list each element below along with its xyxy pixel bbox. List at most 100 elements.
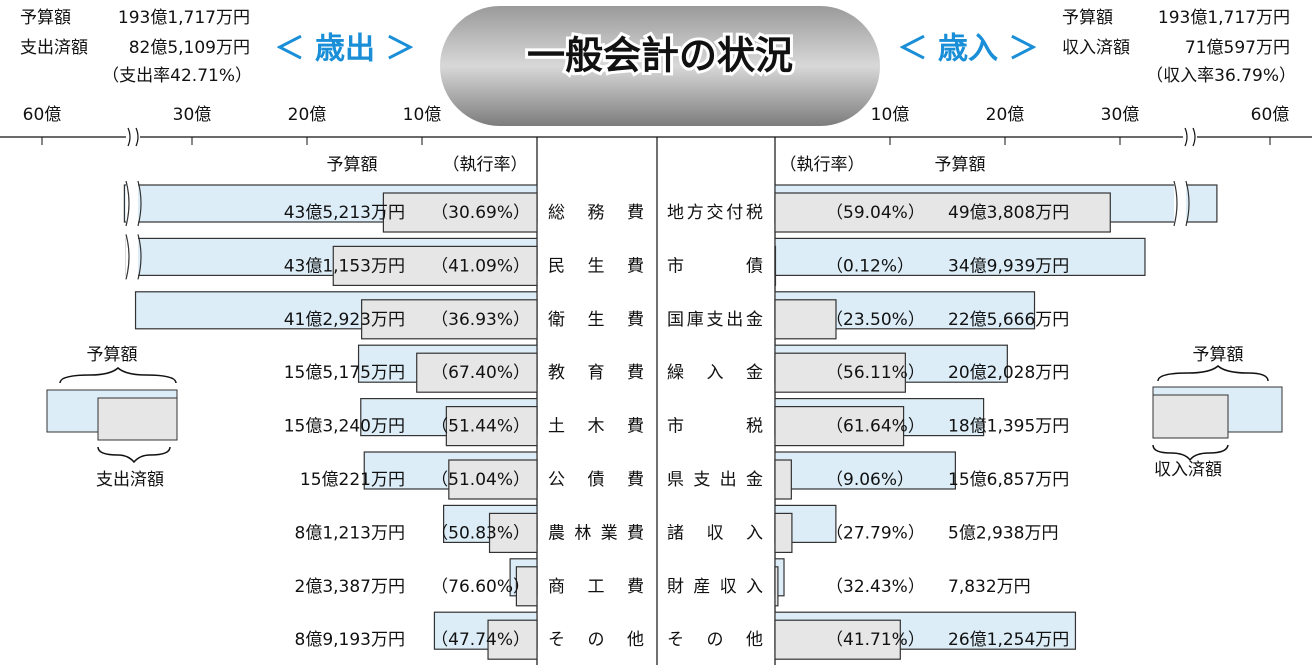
spent-bar <box>382 192 538 233</box>
x-tick-label: 60億 <box>1251 105 1290 125</box>
budget-label: 18億1,395万円 <box>948 417 1069 437</box>
legend-swatch <box>97 397 178 441</box>
rate-label: （61.64%） <box>826 417 925 437</box>
rate-label: （36.93%） <box>431 310 530 330</box>
budget-label: 15億221万円 <box>300 470 405 490</box>
header-value: 193億1,717万円 <box>1158 8 1290 28</box>
x-tick-label: 20億 <box>986 105 1025 125</box>
category-label: 衛生費 <box>548 310 644 330</box>
rate-label: （67.40%） <box>431 363 530 383</box>
category-label: 市税 <box>667 417 763 437</box>
rate-label: （59.04%） <box>826 203 925 223</box>
axis-break <box>125 180 142 227</box>
section-heading: ＜ 歳入 ＞ <box>898 32 1039 67</box>
spent-bar <box>774 406 905 447</box>
budget-bar <box>774 237 1146 276</box>
budget-label: 22億5,666万円 <box>948 310 1069 330</box>
legend-braces <box>59 365 1269 464</box>
legend-label: 支出済額 <box>96 470 164 490</box>
category-label: 公債費 <box>548 470 644 490</box>
rate-label: （23.50%） <box>826 310 925 330</box>
category-label: 市債 <box>667 256 763 276</box>
x-tick-label: 10億 <box>403 105 442 125</box>
legend-label: 予算額 <box>1193 345 1244 365</box>
legend-label: 予算額 <box>87 345 138 365</box>
rate-label: （32.43%） <box>826 577 925 597</box>
budget-label: 20億2,028万円 <box>948 363 1069 383</box>
budget-label: 43億1,153万円 <box>284 256 405 276</box>
category-label: 財産収入 <box>667 577 763 597</box>
rate-label: （27.79%） <box>826 523 925 543</box>
budget-label: 26億1,254万円 <box>948 630 1069 650</box>
header-rate: （支出率42.71%） <box>102 66 252 86</box>
header-label: 予算額 <box>20 8 71 28</box>
title-badge <box>440 6 880 126</box>
header-rate: （収入率36.79%） <box>1146 66 1296 86</box>
spent-bar <box>515 566 538 607</box>
axis-break <box>126 234 138 280</box>
rate-label: （51.44%） <box>431 417 530 437</box>
category-label: 諸収入 <box>667 523 763 543</box>
axis-break <box>126 181 138 226</box>
spent-bar <box>774 512 793 554</box>
header-label: 収入済額 <box>1062 38 1130 58</box>
axis-break <box>1173 180 1190 227</box>
spent-bar <box>774 459 792 500</box>
column-header: （執行率） <box>780 155 865 175</box>
category-label: 農林業費 <box>548 523 644 543</box>
header-value: 82億5,109万円 <box>129 38 250 58</box>
budget-label: 8億1,213万円 <box>295 523 405 543</box>
category-label: その他 <box>548 630 644 650</box>
rate-label: （9.06%） <box>826 470 914 490</box>
category-label: 繰入金 <box>667 363 763 383</box>
rate-label: （47.74%） <box>431 630 530 650</box>
budget-label: 49億3,808万円 <box>948 203 1069 223</box>
category-label: 土木費 <box>548 417 644 437</box>
spent-bar <box>332 245 538 286</box>
budget-label: 2億3,387万円 <box>295 577 405 597</box>
budget-label: 8億9,193万円 <box>295 630 405 650</box>
rate-label: （56.11%） <box>826 363 925 383</box>
x-tick-label: 30億 <box>173 105 212 125</box>
spent-bar <box>445 406 538 447</box>
header-value: 193億1,717万円 <box>118 8 250 28</box>
x-tick-label: 30億 <box>1101 105 1140 125</box>
spent-bar <box>774 299 837 340</box>
axis-break <box>1174 181 1186 226</box>
spent-bar <box>416 352 538 393</box>
budget-label: 5億2,938万円 <box>948 523 1058 543</box>
section-heading: ＜ 歳出 ＞ <box>275 32 416 67</box>
budget-label: 15億5,175万円 <box>284 363 405 383</box>
rate-label: （0.12%） <box>826 256 914 276</box>
category-label: 県支出金 <box>667 470 763 490</box>
rate-label: （76.60%） <box>431 577 530 597</box>
spent-bar <box>774 192 1111 233</box>
axis-break <box>125 234 142 280</box>
column-header: （執行率） <box>443 155 528 175</box>
category-label: 国庫支出金 <box>667 310 763 330</box>
spent-bar <box>487 619 538 660</box>
spent-bar <box>774 566 779 607</box>
category-label: 民生費 <box>548 256 644 276</box>
budget-label: 15億6,857万円 <box>948 470 1069 490</box>
spent-bar <box>448 459 538 500</box>
budget-bar <box>774 451 956 490</box>
chart-title: 一般会計の状況 <box>527 34 793 78</box>
category-label: 総務費 <box>548 203 644 223</box>
column-header: 予算額 <box>935 155 986 175</box>
legend-label: 収入済額 <box>1154 460 1222 480</box>
rate-label: （30.69%） <box>431 203 530 223</box>
budget-label: 43億5,213万円 <box>284 203 405 223</box>
rate-label: （41.09%） <box>431 256 530 276</box>
category-label: 商工費 <box>548 577 644 597</box>
rate-label: （50.83%） <box>431 523 530 543</box>
legend-swatch <box>1152 394 1229 439</box>
x-tick-label: 60億 <box>23 105 62 125</box>
rate-label: （41.71%） <box>826 630 925 650</box>
header-value: 71億597万円 <box>1185 38 1290 58</box>
x-tick-label: 10億 <box>871 105 910 125</box>
budget-label: 7,832万円 <box>948 577 1031 597</box>
rate-label: （51.04%） <box>431 470 530 490</box>
category-label: その他 <box>667 630 763 650</box>
